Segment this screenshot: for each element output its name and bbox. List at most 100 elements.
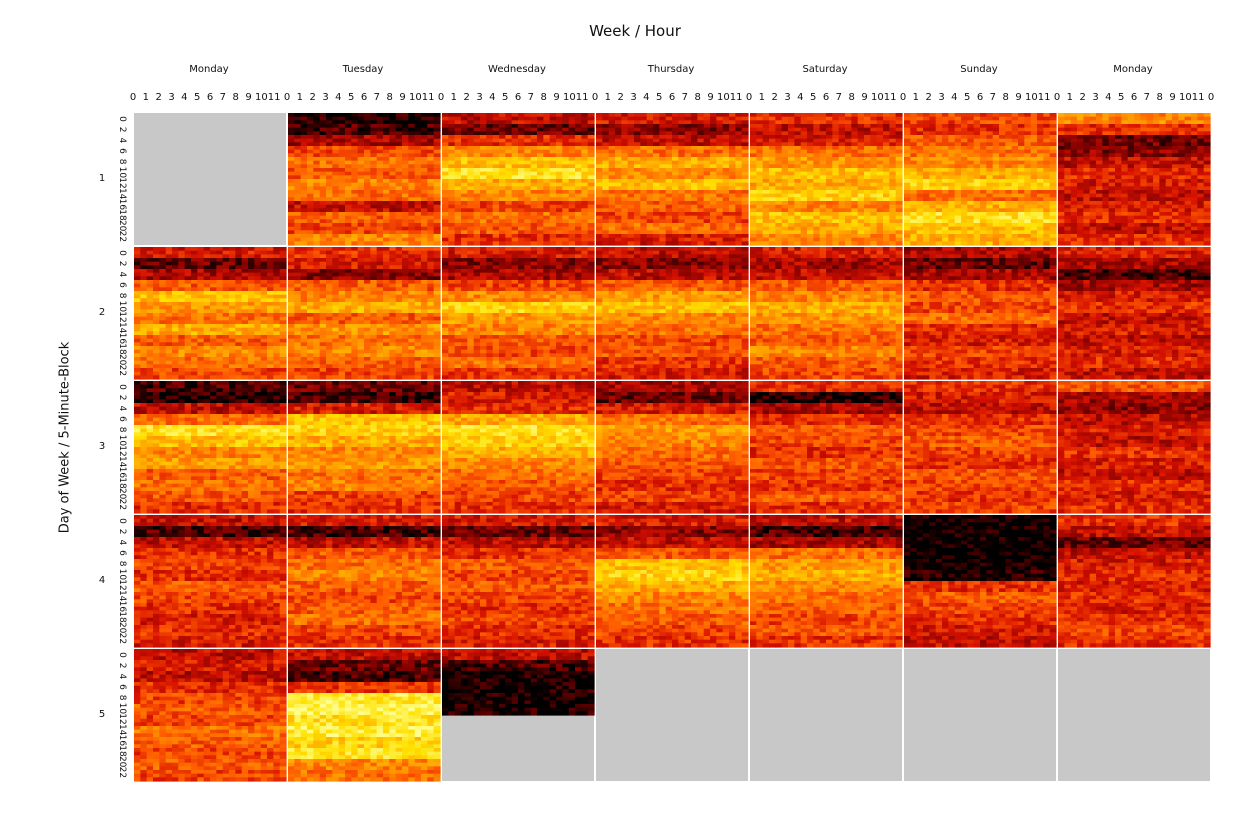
heatmap-pixel xyxy=(1043,168,1050,172)
heatmap-pixel xyxy=(889,208,896,212)
heatmap-pixel xyxy=(434,164,441,168)
heatmap-pixel xyxy=(1121,117,1128,121)
heatmap-pixel xyxy=(1037,238,1044,242)
heatmap-pixel xyxy=(910,175,917,179)
heatmap-pixel xyxy=(634,197,641,201)
heatmap-pixel xyxy=(980,175,987,179)
heatmap-pixel xyxy=(332,186,339,190)
heatmap-pixel xyxy=(716,208,723,212)
heatmap-pixel xyxy=(288,179,295,183)
heatmap-pixel xyxy=(455,205,462,209)
heatmap-pixel xyxy=(493,201,500,205)
heatmap-pixel xyxy=(1134,117,1141,121)
heatmap-pixel xyxy=(832,131,839,135)
heatmap-pixel xyxy=(750,201,757,205)
heatmap-pixel xyxy=(455,128,462,132)
heatmap-pixel xyxy=(486,201,493,205)
heatmap-pixel xyxy=(402,183,409,187)
heatmap-pixel xyxy=(704,230,711,234)
heatmap-pixel xyxy=(666,172,673,176)
heatmap-pixel xyxy=(339,172,346,176)
heatmap-pixel xyxy=(729,219,736,223)
heatmap-pixel xyxy=(839,194,846,198)
heatmap-pixel xyxy=(929,164,936,168)
heatmap-pixel xyxy=(967,168,974,172)
heatmap-pixel xyxy=(1043,208,1050,212)
heatmap-pixel xyxy=(967,208,974,212)
heatmap-pixel xyxy=(294,219,301,223)
heatmap-pixel xyxy=(427,241,434,245)
heatmap-pixel xyxy=(845,146,852,150)
heatmap-pixel xyxy=(936,194,943,198)
heatmap-pixel xyxy=(1172,142,1179,146)
heatmap-pixel xyxy=(448,234,455,238)
heatmap-pixel xyxy=(569,164,576,168)
heatmap-pixel xyxy=(653,113,660,117)
heatmap-pixel xyxy=(659,227,666,231)
heatmap-pixel xyxy=(788,120,795,124)
heatmap-pixel xyxy=(1166,131,1173,135)
heatmap-pixel xyxy=(942,128,949,132)
heatmap-pixel xyxy=(678,117,685,121)
heatmap-pixel xyxy=(653,241,660,245)
heatmap-pixel xyxy=(858,161,865,165)
heatmap-pixel xyxy=(396,183,403,187)
heatmap-pixel xyxy=(723,238,730,242)
heatmap-pixel xyxy=(448,135,455,139)
heatmap-pixel xyxy=(543,131,550,135)
heatmap-pixel xyxy=(505,153,512,157)
heatmap-pixel xyxy=(351,212,358,216)
heatmap-pixel xyxy=(961,201,968,205)
heatmap-pixel xyxy=(942,234,949,238)
heatmap-pixel xyxy=(377,227,384,231)
heatmap-pixel xyxy=(493,161,500,165)
heatmap-pixel xyxy=(596,194,603,198)
heatmap-pixel xyxy=(801,190,808,194)
heatmap-pixel xyxy=(948,135,955,139)
heatmap-pixel xyxy=(769,124,776,128)
heatmap-pixel xyxy=(832,150,839,154)
heatmap-pixel xyxy=(621,197,628,201)
heatmap-pixel xyxy=(870,142,877,146)
heatmap-pixel xyxy=(307,135,314,139)
heatmap-pixel xyxy=(788,230,795,234)
heatmap-pixel xyxy=(1005,150,1012,154)
heatmap-pixel xyxy=(640,205,647,209)
heatmap-pixel xyxy=(659,230,666,234)
heatmap-pixel xyxy=(442,212,449,216)
heatmap-pixel xyxy=(999,238,1006,242)
heatmap-pixel xyxy=(807,120,814,124)
heatmap-pixel xyxy=(455,212,462,216)
heatmap-pixel xyxy=(294,153,301,157)
heatmap-pixel xyxy=(691,157,698,161)
heatmap-pixel xyxy=(415,223,422,227)
x-tick-label: 2 xyxy=(309,92,315,103)
heatmap-pixel xyxy=(851,139,858,143)
heatmap-pixel xyxy=(858,216,865,220)
heatmap-pixel xyxy=(678,157,685,161)
heatmap-pixel xyxy=(609,172,616,176)
heatmap-pixel xyxy=(442,153,449,157)
heatmap-pixel xyxy=(653,216,660,220)
heatmap-pixel xyxy=(858,120,865,124)
heatmap-pixel xyxy=(896,216,903,220)
heatmap-pixel xyxy=(615,194,622,198)
heatmap-pixel xyxy=(345,219,352,223)
heatmap-pixel xyxy=(389,146,396,150)
heatmap-pixel xyxy=(421,146,428,150)
heatmap-pixel xyxy=(358,212,365,216)
heatmap-pixel xyxy=(408,157,415,161)
heatmap-pixel xyxy=(666,219,673,223)
heatmap-pixel xyxy=(929,201,936,205)
heatmap-pixel xyxy=(421,216,428,220)
heatmap-pixel xyxy=(562,219,569,223)
heatmap-pixel xyxy=(742,175,749,179)
heatmap-pixel xyxy=(723,234,730,238)
heatmap-pixel xyxy=(1043,212,1050,216)
heatmap-pixel xyxy=(685,135,692,139)
heatmap-pixel xyxy=(294,201,301,205)
heatmap-pixel xyxy=(402,219,409,223)
heatmap-pixel xyxy=(524,208,531,212)
heatmap-pixel xyxy=(729,117,736,121)
heatmap-pixel xyxy=(1134,175,1141,179)
